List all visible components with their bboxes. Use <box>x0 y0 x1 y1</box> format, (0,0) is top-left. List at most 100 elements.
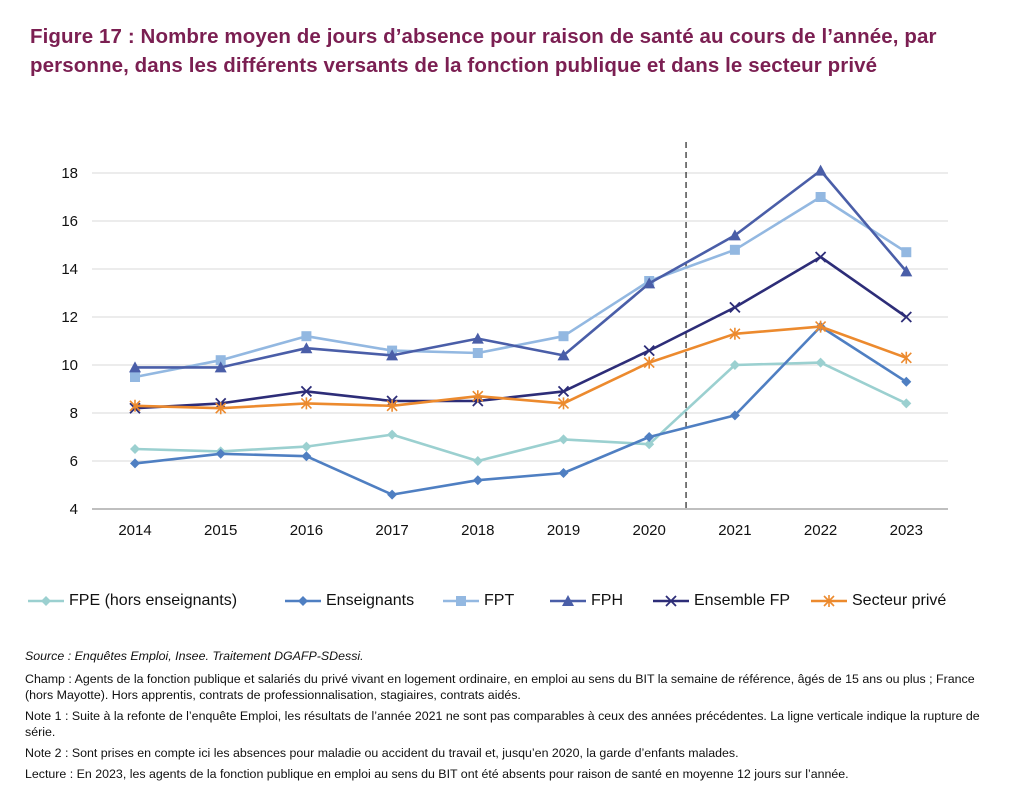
y-tick-label: 16 <box>61 213 78 230</box>
data-point <box>215 402 227 415</box>
series-3 <box>129 164 913 373</box>
series-5 <box>129 320 912 415</box>
x-tick-label: 2015 <box>204 522 237 539</box>
legend-swatch <box>550 595 586 606</box>
data-point <box>215 448 226 459</box>
y-tick-label: 12 <box>61 309 78 326</box>
data-point <box>643 356 655 369</box>
line-chart: 4 6 8 10 12 14 16 18 2014 2015 2016 2017 2018 2019 202… <box>61 142 948 539</box>
data-point <box>558 468 569 478</box>
series-line <box>134 325 908 496</box>
data-point <box>644 432 655 442</box>
data-point <box>729 301 741 314</box>
x-tick-label: 2016 <box>290 522 323 539</box>
y-tick-label: 8 <box>70 405 78 422</box>
data-point <box>214 361 227 373</box>
champ-note: Champ : Agents de la fonction publique e… <box>25 671 975 703</box>
note-2: Note 2 : Sont prises en compte ici les a… <box>25 745 739 760</box>
legend-marker <box>456 596 466 606</box>
data-point <box>472 390 484 403</box>
data-point <box>729 410 740 421</box>
data-point <box>901 247 912 258</box>
legend-marker <box>665 595 677 607</box>
series-line <box>134 255 908 410</box>
y-tick-label: 6 <box>70 453 78 470</box>
legend-item: Ensemble FP <box>653 588 790 614</box>
data-point <box>472 475 483 486</box>
x-tick-label: 2022 <box>804 522 837 539</box>
data-point <box>301 331 312 342</box>
data-point <box>814 251 827 263</box>
data-point <box>300 385 313 398</box>
legend-marker <box>298 596 308 606</box>
data-point <box>130 444 140 454</box>
data-point <box>557 385 570 398</box>
data-point <box>643 344 655 357</box>
data-point <box>729 244 740 255</box>
data-point <box>815 357 826 368</box>
data-point <box>901 376 912 387</box>
data-point <box>300 342 313 354</box>
series-2 <box>130 192 912 382</box>
data-point <box>300 397 312 410</box>
legend-label: Ensemble FP <box>694 592 791 609</box>
legend-item: FPT <box>443 588 514 614</box>
series-line <box>135 169 908 369</box>
data-point <box>814 164 827 176</box>
data-point <box>729 360 740 370</box>
legend-label: FPE (hors enseignants) <box>69 592 238 609</box>
data-point <box>301 451 312 462</box>
data-point <box>215 355 226 366</box>
data-point <box>728 229 741 241</box>
data-point <box>471 332 484 344</box>
data-point <box>900 351 912 364</box>
legend-swatch <box>443 596 479 606</box>
x-tick-label: 2017 <box>375 522 408 539</box>
legend-item: FPE (hors enseignants) <box>28 588 237 614</box>
lecture-note: Lecture : En 2023, les agents de la fonc… <box>25 766 849 781</box>
note-1: Note 1 : Suite à la refonte de l’enquête… <box>25 708 980 740</box>
data-point <box>900 265 913 277</box>
data-point <box>558 434 569 445</box>
y-tick-label: 14 <box>61 261 78 278</box>
legend-swatch <box>811 595 847 607</box>
legend-label: FPH <box>591 592 623 609</box>
data-point <box>129 361 141 373</box>
x-tick-label: 2019 <box>547 522 580 539</box>
legend-label: FPT <box>484 592 515 609</box>
x-tick-label: 2014 <box>118 522 151 539</box>
figure-title: Figure 17 : Nombre moyen de jours d’abse… <box>30 25 937 77</box>
figure-notes: Source : Enquêtes Emploi, Insee. Traitem… <box>25 648 1000 786</box>
series-line <box>134 361 907 463</box>
data-point <box>387 489 398 500</box>
legend-label: Enseignants <box>326 592 415 609</box>
x-tick-label: 2020 <box>633 522 666 539</box>
y-tick-label: 4 <box>70 501 78 518</box>
legend-marker <box>562 595 574 606</box>
data-point <box>557 349 570 361</box>
data-point <box>901 398 912 409</box>
x-tick-label: 2023 <box>890 522 923 539</box>
legend-marker <box>823 595 835 607</box>
data-point <box>558 331 569 342</box>
data-point <box>301 441 312 452</box>
legend-marker <box>41 596 51 606</box>
x-tick-label: 2021 <box>718 522 751 539</box>
y-tick-label: 10 <box>61 357 78 374</box>
legend-swatch <box>28 596 64 606</box>
data-point <box>815 192 826 202</box>
legend-item: FPH <box>550 588 623 614</box>
legend-swatch <box>285 596 321 606</box>
legend-swatch <box>653 595 689 607</box>
legend-label: Secteur privé <box>852 592 947 609</box>
data-point <box>386 399 398 412</box>
series-4 <box>129 251 912 414</box>
y-tick-label: 18 <box>61 165 78 182</box>
data-point <box>386 349 399 361</box>
data-point <box>643 277 656 289</box>
series-line <box>134 195 908 379</box>
data-point <box>815 320 827 333</box>
data-point <box>644 439 655 450</box>
data-point <box>387 429 398 440</box>
